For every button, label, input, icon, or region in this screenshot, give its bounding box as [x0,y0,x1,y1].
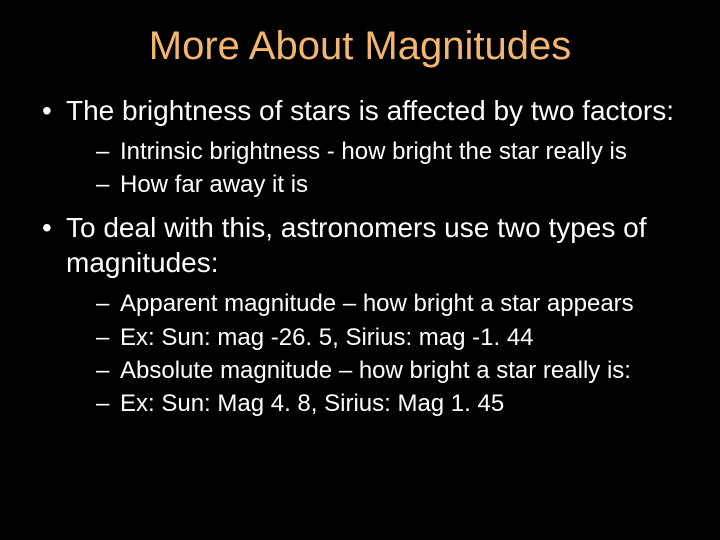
sub-bullet-item: How far away it is [96,169,690,200]
sub-bullet-item: Absolute magnitude – how bright a star r… [96,355,690,386]
bullet-item: To deal with this, astronomers use two t… [38,210,690,419]
sub-bullet-item: Ex: Sun: mag -26. 5, Sirius: mag -1. 44 [96,322,690,353]
bullet-list: The brightness of stars is affected by t… [30,93,690,419]
sub-bullet-item: Ex: Sun: Mag 4. 8, Sirius: Mag 1. 45 [96,388,690,419]
sub-bullet-item: Intrinsic brightness - how bright the st… [96,136,690,167]
slide: More About Magnitudes The brightness of … [0,0,720,540]
sub-bullet-text: How far away it is [120,171,308,198]
sub-bullet-text: Ex: Sun: Mag 4. 8, Sirius: Mag 1. 45 [120,390,504,417]
sub-bullet-item: Apparent magnitude – how bright a star a… [96,288,690,319]
sub-bullet-text: Apparent magnitude – how bright a star a… [120,290,634,317]
slide-title: More About Magnitudes [30,24,690,69]
sub-bullet-list: Intrinsic brightness - how bright the st… [66,136,690,200]
bullet-item: The brightness of stars is affected by t… [38,93,690,200]
bullet-text: The brightness of stars is affected by t… [66,95,674,126]
sub-bullet-text: Intrinsic brightness - how bright the st… [120,138,627,165]
sub-bullet-text: Absolute magnitude – how bright a star r… [120,357,631,384]
bullet-text: To deal with this, astronomers use two t… [66,212,647,278]
sub-bullet-list: Apparent magnitude – how bright a star a… [66,288,690,419]
sub-bullet-text: Ex: Sun: mag -26. 5, Sirius: mag -1. 44 [120,324,534,351]
